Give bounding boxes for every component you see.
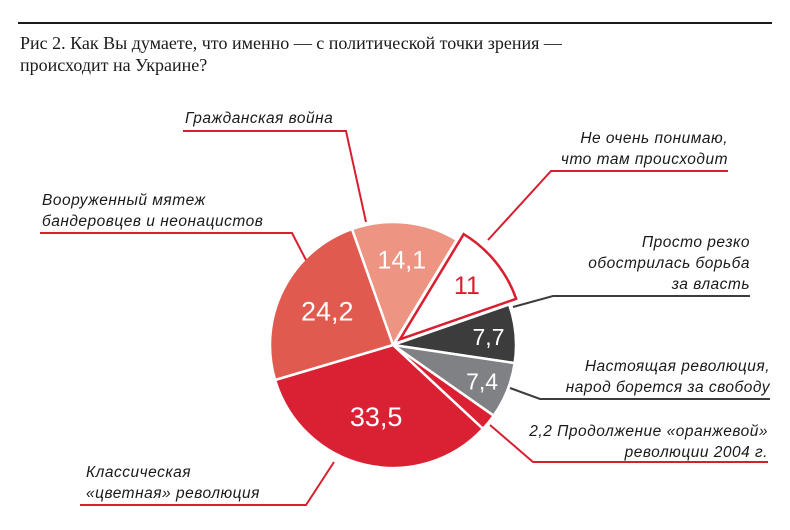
orange-revolution-value: 2,2 xyxy=(529,423,553,440)
pie-slice xyxy=(273,343,485,470)
label-power-struggle: Просто резко обострилась борьба за власт… xyxy=(588,234,750,293)
label-orange-revolution: 2,2 Продолжение «оранжевой» революции 20… xyxy=(498,421,768,463)
pie-slice xyxy=(268,227,395,382)
label-dont-understand: Не очень понимаю, что там происходит xyxy=(560,130,728,168)
label-armed-rebellion: Вооруженный мятеж бандеровцев и неонацис… xyxy=(42,192,264,230)
top-rule xyxy=(18,22,772,24)
slice-value-label: 11 xyxy=(454,272,480,300)
leader-line-dont-understand xyxy=(487,170,728,241)
slice-value-label: 24,2 xyxy=(301,297,354,327)
leader-line-power-struggle xyxy=(512,295,750,308)
label-civil-war: Гражданская война xyxy=(185,110,334,127)
chart-title: Рис 2. Как Вы думаете, что именно — с по… xyxy=(20,33,562,75)
pie-slice xyxy=(397,232,518,342)
label-real-revolution: Настоящая революция, народ борется за св… xyxy=(565,358,770,396)
pie-slice xyxy=(350,220,459,348)
slice-value-label: 14,1 xyxy=(377,246,426,274)
leader-line-armed-rebellion xyxy=(40,232,307,261)
orange-revolution-text: Продолжение «оранжевой» революции 2004 г… xyxy=(557,423,768,461)
slice-value-label: 7,4 xyxy=(466,369,498,395)
leader-line-color-revolution xyxy=(80,461,335,506)
slice-value-label: 7,7 xyxy=(473,324,505,350)
slice-value-label: 33,5 xyxy=(350,402,403,432)
label-color-revolution: Классическая «цветная» революция xyxy=(86,464,260,502)
leader-line-orange-revolution xyxy=(489,424,768,463)
leader-line-civil-war xyxy=(183,130,367,223)
leader-line-real-revolution xyxy=(509,387,770,400)
